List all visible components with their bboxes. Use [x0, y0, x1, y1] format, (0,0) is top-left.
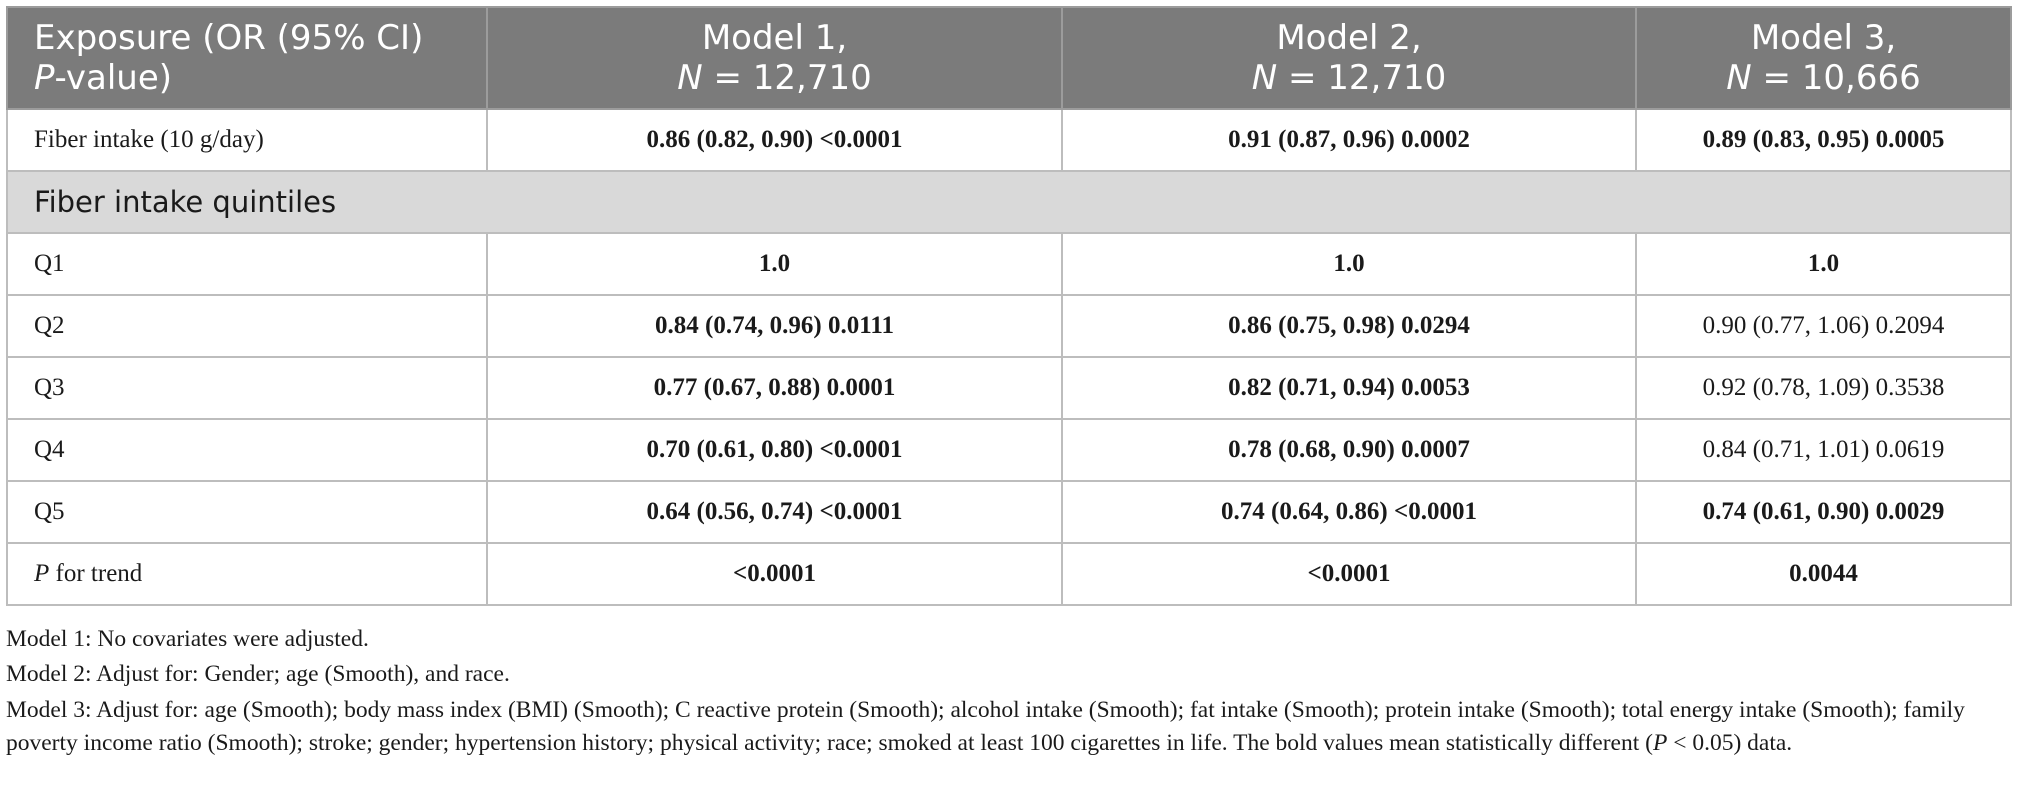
section-row: Fiber intake quintiles: [6, 170, 2012, 234]
row-label: Fiber intake (10 g/day): [6, 108, 488, 172]
table-row: Q2 0.84 (0.74, 0.96) 0.0111 0.86 (0.75, …: [6, 294, 2012, 358]
header-exposure: Exposure (OR (95% CI) P-value): [6, 6, 488, 110]
cell-model-2: 0.82 (0.71, 0.94) 0.0053: [1061, 356, 1637, 420]
cell-model-1: <0.0001: [486, 542, 1063, 606]
cell-model-1: 0.86 (0.82, 0.90) <0.0001: [486, 108, 1063, 172]
odds-ratio-table: Exposure (OR (95% CI) P-value) Model 1, …: [6, 6, 2012, 606]
cell-model-3: 0.92 (0.78, 1.09) 0.3538: [1635, 356, 2012, 420]
cell-model-3: 0.89 (0.83, 0.95) 0.0005: [1635, 108, 2012, 172]
footnote-model-3: Model 3: Adjust for: age (Smooth); body …: [6, 697, 1965, 756]
row-label: Q3: [6, 356, 488, 420]
cell-model-1: 0.70 (0.61, 0.80) <0.0001: [486, 418, 1063, 482]
trend-row: P for trend <0.0001 <0.0001 0.0044: [6, 542, 2012, 606]
cell-model-1: 1.0: [486, 232, 1063, 296]
cell-model-3: 0.90 (0.77, 1.06) 0.2094: [1635, 294, 2012, 358]
table-row: Q5 0.64 (0.56, 0.74) <0.0001 0.74 (0.64,…: [6, 480, 2012, 544]
cell-model-3: 1.0: [1635, 232, 2012, 296]
cell-model-2: 0.74 (0.64, 0.86) <0.0001: [1061, 480, 1637, 544]
header-model-3: Model 3, N = 10,666: [1635, 6, 2012, 110]
header-row: Exposure (OR (95% CI) P-value) Model 1, …: [6, 6, 2012, 110]
cell-model-1: 0.84 (0.74, 0.96) 0.0111: [486, 294, 1063, 358]
cell-model-2: 0.78 (0.68, 0.90) 0.0007: [1061, 418, 1637, 482]
table-row: Q1 1.0 1.0 1.0: [6, 232, 2012, 296]
cell-model-3: 0.84 (0.71, 1.01) 0.0619: [1635, 418, 2012, 482]
cell-model-3: 0.74 (0.61, 0.90) 0.0029: [1635, 480, 2012, 544]
row-label: Q1: [6, 232, 488, 296]
row-label: Q4: [6, 418, 488, 482]
table-row: Q4 0.70 (0.61, 0.80) <0.0001 0.78 (0.68,…: [6, 418, 2012, 482]
section-label: Fiber intake quintiles: [6, 170, 2012, 234]
table-row: Q3 0.77 (0.67, 0.88) 0.0001 0.82 (0.71, …: [6, 356, 2012, 420]
table-footnotes: Model 1: No covariates were adjusted. Mo…: [6, 624, 2012, 765]
cell-model-2: 0.91 (0.87, 0.96) 0.0002: [1061, 108, 1637, 172]
footnote-model-2: Model 2: Adjust for: Gender; age (Smooth…: [6, 661, 510, 687]
cell-model-2: 0.86 (0.75, 0.98) 0.0294: [1061, 294, 1637, 358]
row-label: P for trend: [6, 542, 488, 606]
row-label: Q5: [6, 480, 488, 544]
cell-model-3: 0.0044: [1635, 542, 2012, 606]
cell-model-2: <0.0001: [1061, 542, 1637, 606]
header-model-1: Model 1, N = 12,710: [486, 6, 1063, 110]
cell-model-1: 0.64 (0.56, 0.74) <0.0001: [486, 480, 1063, 544]
header-model-2: Model 2, N = 12,710: [1061, 6, 1637, 110]
cell-model-2: 1.0: [1061, 232, 1637, 296]
cell-model-1: 0.77 (0.67, 0.88) 0.0001: [486, 356, 1063, 420]
row-label: Q2: [6, 294, 488, 358]
footnote-model-1: Model 1: No covariates were adjusted.: [6, 626, 369, 652]
fiber-intake-row: Fiber intake (10 g/day) 0.86 (0.82, 0.90…: [6, 108, 2012, 172]
